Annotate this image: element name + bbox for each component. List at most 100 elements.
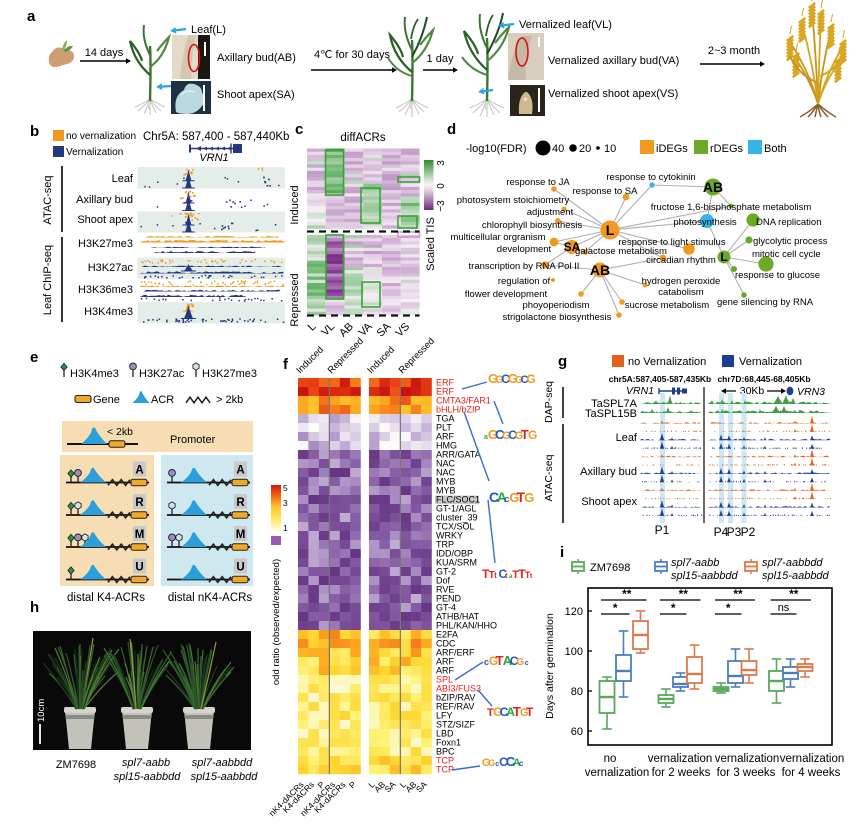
- svg-text:t: t: [530, 573, 533, 580]
- svg-text:P: P: [316, 779, 327, 790]
- svg-text:mitotic cell cycle: mitotic cell cycle: [752, 249, 821, 260]
- svg-text:e: e: [30, 349, 38, 366]
- svg-text:vernalization: vernalization: [648, 753, 713, 765]
- svg-text:c: c: [295, 121, 303, 138]
- svg-text:Axillary bud: Axillary bud: [580, 466, 637, 478]
- svg-text:20: 20: [579, 143, 591, 155]
- svg-text:adjustment: adjustment: [527, 207, 574, 218]
- svg-text:TCP: TCP: [436, 765, 454, 775]
- svg-text:120: 120: [565, 606, 583, 618]
- svg-text:5: 5: [283, 483, 288, 493]
- svg-text:vernalization: vernalization: [715, 753, 780, 765]
- svg-text:TRP: TRP: [436, 540, 454, 550]
- svg-text:GT-1/AGL: GT-1/AGL: [436, 504, 477, 514]
- svg-text:T: T: [513, 704, 521, 719]
- svg-text:spl15-aabbdd: spl15-aabbdd: [114, 771, 182, 783]
- svg-text:GT-2: GT-2: [436, 567, 456, 577]
- svg-text:ATHB/HAT: ATHB/HAT: [436, 612, 480, 622]
- svg-text:no: no: [604, 753, 617, 765]
- svg-text:circadian rhythm: circadian rhythm: [646, 255, 716, 266]
- svg-text:P4: P4: [714, 525, 729, 539]
- svg-text:vernalization: vernalization: [780, 753, 845, 765]
- svg-text:CDC: CDC: [436, 639, 456, 649]
- svg-text:ARF: ARF: [436, 432, 455, 442]
- svg-text:60: 60: [571, 726, 583, 738]
- svg-text:glycolytic process: glycolytic process: [753, 236, 828, 247]
- svg-text:spl7-aabbdd: spl7-aabbdd: [762, 557, 823, 569]
- svg-text:10: 10: [604, 143, 616, 155]
- svg-text:Gene: Gene: [93, 394, 120, 406]
- svg-text:G: G: [516, 657, 524, 668]
- svg-text:regulation of: regulation of: [498, 276, 551, 287]
- svg-text:for 2 weeks: for 2 weeks: [652, 767, 711, 779]
- svg-text:WRKY: WRKY: [436, 531, 463, 541]
- svg-text:M: M: [135, 529, 145, 541]
- svg-text:G: G: [482, 757, 491, 769]
- svg-text:MYB: MYB: [436, 477, 456, 487]
- svg-text:T: T: [496, 653, 504, 668]
- svg-text:**: **: [733, 587, 743, 601]
- svg-text:GT-4: GT-4: [436, 603, 456, 613]
- svg-text:t: t: [505, 573, 508, 580]
- svg-text:ZM7698: ZM7698: [56, 759, 96, 771]
- svg-text:G: G: [502, 430, 511, 442]
- svg-text:TCP: TCP: [436, 756, 454, 766]
- svg-text:spl15-aabbdd: spl15-aabbdd: [671, 570, 739, 582]
- svg-text:multicellular orgranism: multicellular orgranism: [450, 232, 545, 243]
- svg-text:response to light stimulus: response to light stimulus: [618, 237, 725, 248]
- svg-text:H3K27ac: H3K27ac: [88, 262, 134, 274]
- svg-text:−3: −3: [436, 200, 447, 212]
- svg-text:T: T: [517, 489, 526, 505]
- svg-text:ACR: ACR: [151, 394, 174, 406]
- svg-text:c: c: [484, 657, 489, 667]
- svg-text:Shoot apex: Shoot apex: [581, 496, 637, 508]
- svg-text:response to cytokinin: response to cytokinin: [606, 172, 695, 183]
- svg-text:f: f: [283, 356, 289, 373]
- svg-text:3: 3: [436, 160, 447, 166]
- svg-text:for 4 weeks: for 4 weeks: [782, 767, 841, 779]
- svg-text:**: **: [622, 587, 632, 601]
- svg-text:*: *: [613, 601, 618, 615]
- svg-text:IDD/OBP: IDD/OBP: [436, 549, 473, 559]
- svg-text:T: T: [518, 567, 526, 581]
- svg-text:ABI3/FUS3: ABI3/FUS3: [436, 684, 481, 694]
- svg-text:G: G: [488, 758, 495, 768]
- svg-text:H3K27ac: H3K27ac: [139, 368, 185, 380]
- svg-text:spl15-aabbdd: spl15-aabbdd: [762, 570, 830, 582]
- svg-text:FLC/SOC1: FLC/SOC1: [436, 495, 480, 505]
- svg-text:> 2kb: > 2kb: [216, 394, 243, 406]
- svg-text:c: c: [519, 759, 524, 768]
- svg-text:chr7D:68,445-68,405Kb: chr7D:68,445-68,405Kb: [717, 374, 810, 384]
- svg-text:response to SA: response to SA: [573, 186, 639, 197]
- svg-text:LFY: LFY: [436, 711, 453, 721]
- svg-text:development: development: [497, 244, 552, 255]
- svg-text:1 day: 1 day: [427, 53, 454, 65]
- svg-text:KUA/SRM: KUA/SRM: [436, 558, 477, 568]
- svg-text:Promoter: Promoter: [170, 434, 216, 446]
- svg-text:gene silencing by RNA: gene silencing by RNA: [717, 297, 814, 308]
- svg-text:U: U: [236, 562, 244, 574]
- svg-text:t: t: [494, 571, 497, 580]
- svg-text:no Vernalization: no Vernalization: [628, 356, 706, 368]
- svg-text:**: **: [789, 587, 799, 601]
- svg-text:Foxn1: Foxn1: [436, 738, 461, 748]
- svg-text:G: G: [495, 374, 504, 386]
- svg-text:R: R: [135, 497, 144, 509]
- svg-text:d: d: [447, 121, 456, 138]
- svg-text:80: 80: [571, 686, 583, 698]
- svg-text:**: **: [679, 587, 689, 601]
- svg-text:A: A: [135, 465, 143, 477]
- svg-text:spl15-aabbdd: spl15-aabbdd: [191, 771, 259, 783]
- svg-text:bZIP/RAV: bZIP/RAV: [436, 693, 475, 703]
- svg-text:a: a: [484, 434, 488, 441]
- svg-text:G: G: [527, 372, 536, 386]
- svg-text:phoyoperiodism: phoyoperiodism: [522, 300, 589, 311]
- svg-text:galactose metabolism: galactose metabolism: [575, 246, 667, 257]
- svg-text:vernalization: vernalization: [585, 767, 650, 779]
- svg-text:H3K36me3: H3K36me3: [78, 284, 133, 296]
- svg-text:BPC: BPC: [436, 747, 455, 757]
- svg-text:b: b: [30, 123, 39, 140]
- svg-text:DNA replication: DNA replication: [756, 217, 821, 228]
- svg-text:PLT: PLT: [436, 423, 452, 433]
- svg-text:ATAC-seq: ATAC-seq: [42, 175, 54, 224]
